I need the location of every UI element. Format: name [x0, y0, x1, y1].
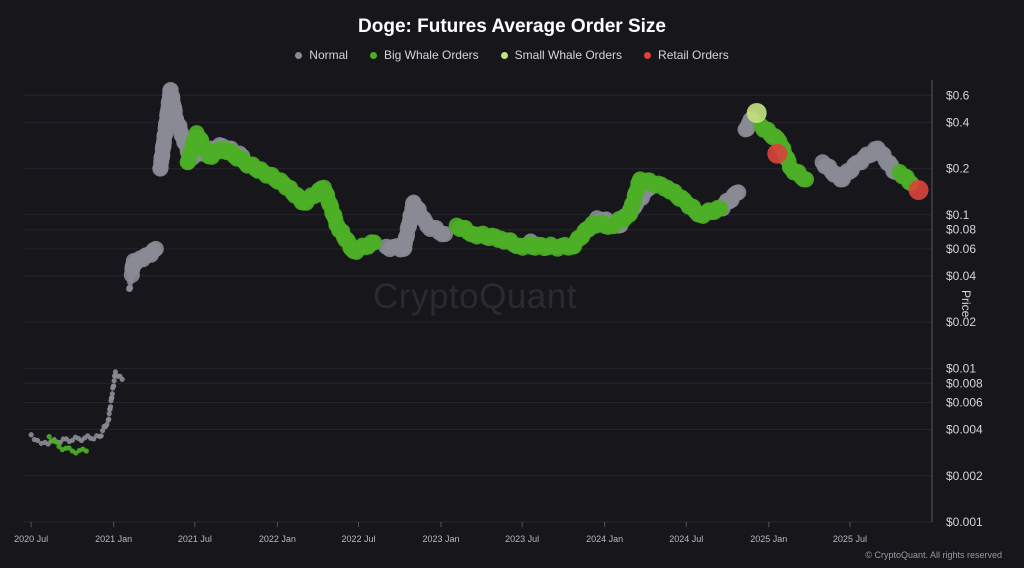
point-big-whale-orders — [83, 448, 89, 454]
legend-dot-retail — [644, 51, 652, 59]
point-normal — [111, 383, 117, 389]
point-small-whale-orders — [746, 103, 767, 124]
x-tick-label: 2025 Jul — [833, 534, 867, 544]
point-normal — [126, 284, 134, 291]
point-normal — [34, 437, 41, 443]
point-normal — [91, 436, 97, 442]
point-big-whale-orders — [66, 445, 72, 451]
x-tick-label: 2024 Jul — [669, 534, 703, 544]
y-tick-label: $0.08 — [946, 223, 976, 237]
watermark: CryptoQuant — [373, 277, 577, 316]
legend-dot-small-whale — [500, 51, 508, 59]
y-tick-label: $0.06 — [946, 242, 976, 256]
y-tick-label: $0.004 — [946, 423, 983, 437]
legend-label-big-whale: Big Whale Orders — [383, 48, 479, 62]
x-tick-label: 2022 Jan — [259, 534, 296, 544]
point-normal — [98, 433, 104, 439]
point-normal — [730, 184, 747, 201]
x-tick-label: 2023 Jan — [422, 534, 459, 544]
y-tick-label: $0.008 — [946, 376, 983, 390]
x-tick-label: 2021 Jan — [95, 534, 132, 544]
point-normal — [437, 225, 454, 242]
legend-item-small-whale[interactable]: Small Whale Orders — [500, 48, 623, 62]
legend-label-small-whale: Small Whale Orders — [514, 48, 623, 62]
y-tick-label: $0.02 — [946, 315, 976, 329]
x-tick-label: 2022 Jul — [341, 534, 375, 544]
points-layer — [28, 81, 929, 456]
credit-text: © CryptoQuant. All rights reserved — [865, 550, 1002, 560]
x-tick-label: 2021 Jul — [178, 534, 212, 544]
chart-legend: Normal Big Whale Orders Small Whale Orde… — [0, 48, 1024, 62]
point-big-whale-orders — [712, 200, 729, 217]
point-big-whale-orders — [46, 433, 52, 440]
point-normal — [109, 395, 115, 401]
point-big-whale-orders — [53, 439, 60, 445]
y-tick-label: $0.002 — [946, 469, 983, 483]
point-normal — [147, 240, 164, 257]
point-normal — [100, 427, 106, 434]
x-tick-label: 2023 Jul — [505, 534, 539, 544]
point-normal — [28, 432, 34, 438]
y-axis-label: Price — [959, 290, 973, 318]
legend-item-retail[interactable]: Retail Orders — [644, 48, 729, 62]
y-tick-label: $0.6 — [946, 88, 970, 102]
y-tick-label: $0.4 — [946, 115, 970, 129]
point-normal — [106, 416, 112, 422]
legend-label-retail: Retail Orders — [658, 48, 729, 62]
point-big-whale-orders — [366, 234, 383, 251]
point-big-whale-orders — [798, 171, 815, 188]
legend-dot-normal — [295, 51, 303, 59]
axis-layer: $0.6 $0.4 $0.2 $0.1$0.08 $0.06 $0.04 $0.02 $0.0… — [14, 80, 983, 544]
x-tick-label: 2024 Jan — [586, 534, 623, 544]
point-big-whale-orders — [56, 443, 62, 450]
point-normal — [57, 439, 63, 445]
y-tick-label: $0.04 — [946, 269, 976, 283]
point-normal — [107, 404, 114, 410]
point-normal — [111, 378, 117, 384]
point-retail-orders — [767, 143, 788, 164]
y-tick-label: $0.2 — [946, 162, 970, 176]
point-normal — [104, 421, 110, 428]
point-normal — [106, 411, 112, 417]
y-tick-label: $0.01 — [946, 361, 976, 375]
legend-dot-big-whale — [369, 51, 377, 59]
legend-item-normal[interactable]: Normal — [295, 48, 348, 62]
point-normal — [109, 391, 115, 397]
x-tick-label: 2025 Jan — [750, 534, 787, 544]
point-normal — [112, 369, 119, 375]
chart-title: Doge: Futures Average Order Size — [358, 16, 666, 37]
legend-item-big-whale[interactable]: Big Whale Orders — [369, 48, 479, 62]
point-normal — [119, 376, 125, 382]
y-tick-label: $0.1 — [946, 208, 970, 222]
legend-label-normal: Normal — [309, 48, 348, 62]
point-retail-orders — [908, 180, 929, 201]
y-tick-label: $0.001 — [946, 515, 983, 529]
x-tick-label: 2020 Jul — [14, 534, 48, 544]
y-tick-label: $0.006 — [946, 395, 983, 409]
